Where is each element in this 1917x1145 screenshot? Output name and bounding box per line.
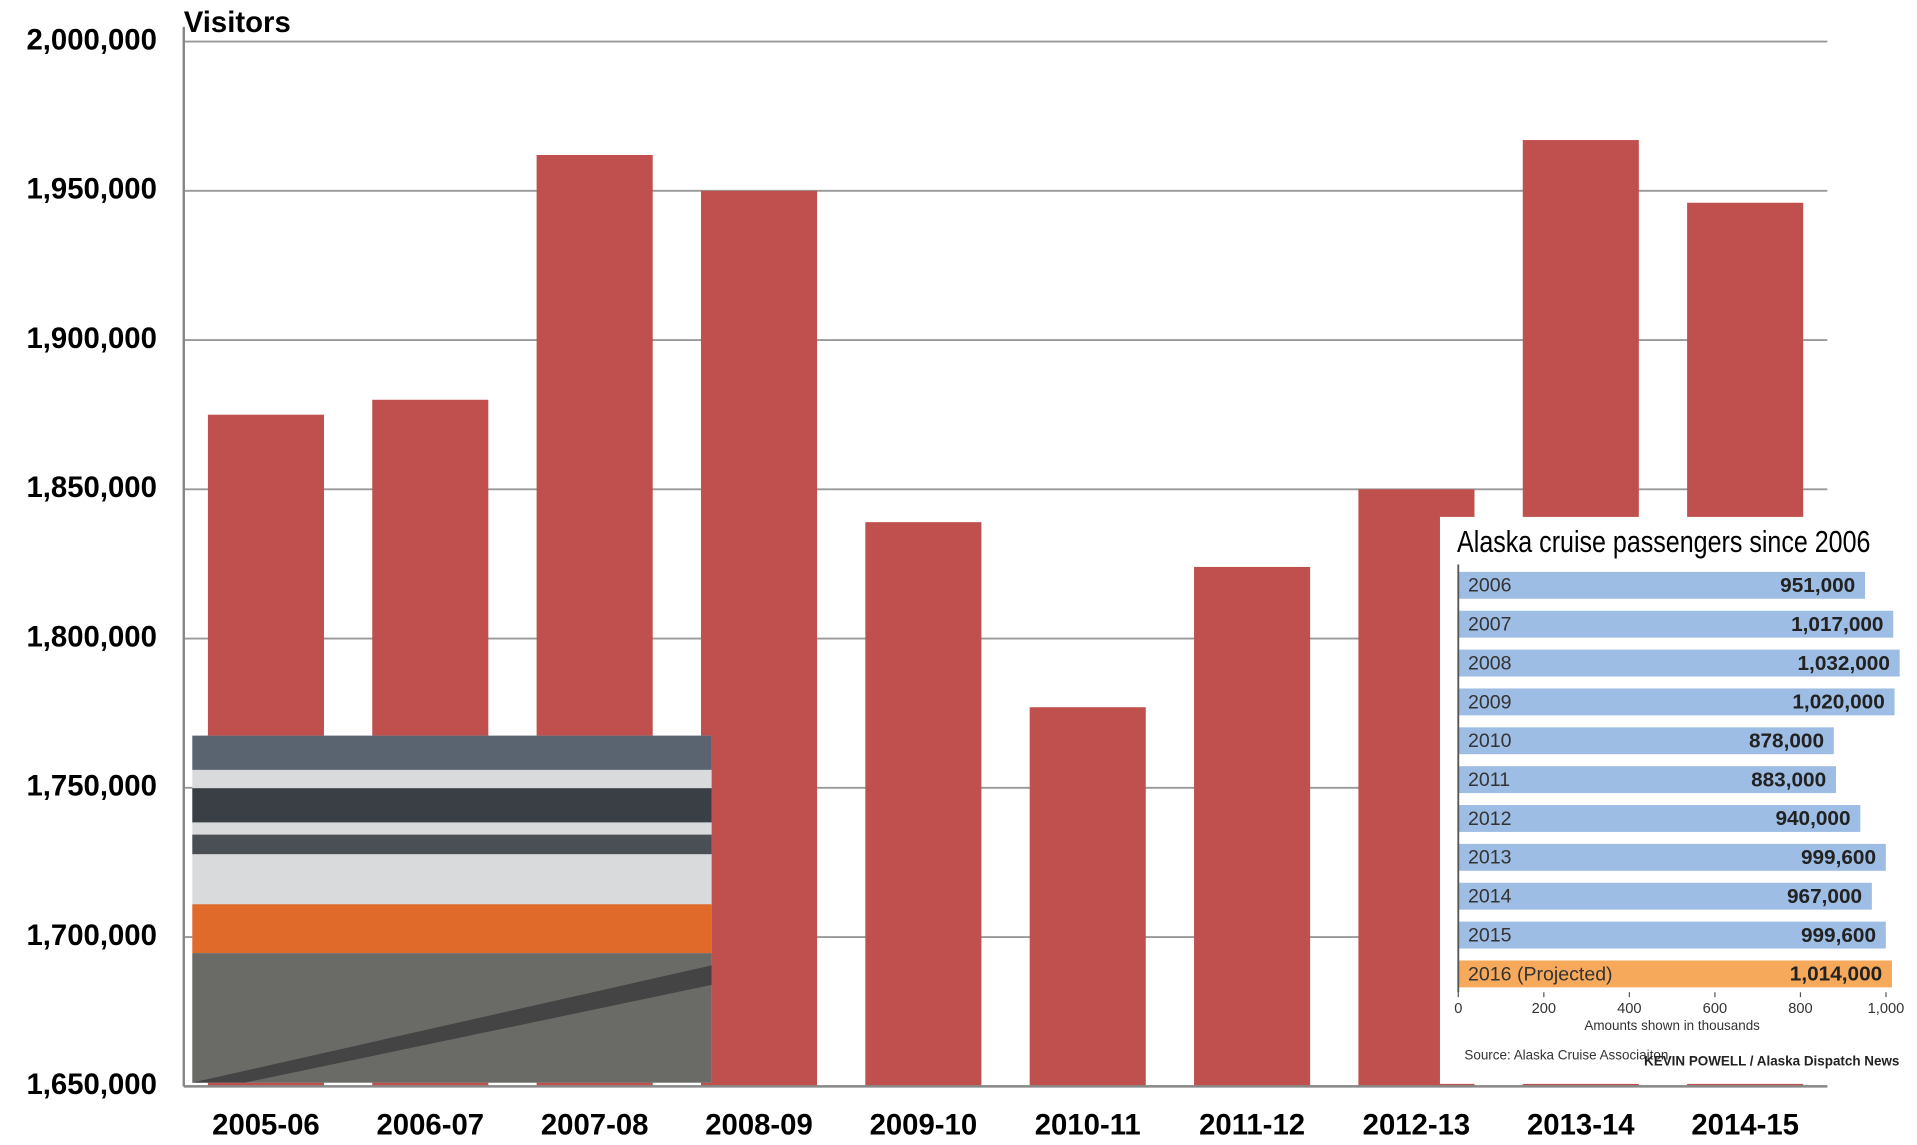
bar-category: 2007: [1468, 614, 1511, 636]
credit: KEVIN POWELL / Alaska Dispatch News: [1644, 1053, 1899, 1068]
photo: [192, 735, 712, 1083]
bar-category: 2012: [1468, 808, 1511, 830]
value-label: 999,600: [1801, 846, 1876, 869]
value-label: 1,032,000: [1798, 652, 1890, 675]
bar-category: 2015: [1468, 924, 1512, 946]
bar: [1458, 766, 1836, 794]
y-tick-label: 1,850,000: [26, 471, 156, 504]
x-tick-label: 2005-06: [212, 1108, 320, 1141]
y-tick-label: 1,950,000: [26, 173, 156, 206]
value-label: 967,000: [1787, 885, 1862, 908]
bar-category: 2010: [1468, 730, 1512, 752]
photo-windows: [192, 788, 712, 823]
value-label: 951,000: [1780, 574, 1855, 597]
photo-dock: [192, 953, 712, 1083]
bar: [1458, 649, 1900, 677]
chart-title: Visitors: [184, 6, 291, 39]
bar: [1458, 571, 1866, 599]
bar: [1458, 843, 1886, 871]
bar: [1458, 805, 1861, 832]
photo-deck: [192, 735, 712, 770]
bar: [1458, 610, 1894, 638]
bar: [1458, 960, 1892, 988]
bar: [1194, 566, 1311, 1087]
y-tick-label: 1,900,000: [26, 322, 156, 355]
bar: [865, 522, 982, 1087]
x-tick-label: 2014-15: [1691, 1108, 1799, 1141]
bar: [1458, 727, 1834, 755]
value-label: 940,000: [1775, 807, 1850, 830]
bar-category: 2013: [1468, 847, 1512, 869]
bar-category: 2009: [1468, 691, 1511, 713]
bar-category: 2011: [1468, 769, 1510, 791]
x-tick-label: 2007-08: [541, 1108, 649, 1141]
value-label: 1,020,000: [1792, 691, 1884, 714]
x-tick-label: 2012-13: [1363, 1108, 1471, 1141]
x-tick-label: 2009-10: [870, 1108, 978, 1141]
bar: [1029, 707, 1146, 1087]
bar: [1458, 882, 1872, 910]
x-tick-label: 1,000: [1868, 1001, 1905, 1017]
inset-chart: Alaska cruise passengers since 2006 2006 9…: [1439, 516, 1917, 1084]
x-tick-label: 2006-07: [377, 1108, 485, 1141]
bar: [700, 190, 818, 1087]
bar: [1458, 921, 1886, 949]
bar-category: 2006: [1468, 575, 1512, 597]
photo-windows: [192, 834, 712, 855]
bar-category: 2016 (Projected): [1468, 963, 1613, 985]
value-label: 1,014,000: [1790, 963, 1882, 986]
x-tick-label: 800: [1788, 1001, 1812, 1017]
photo-lifeboats: [192, 904, 712, 954]
x-tick-label: 2008-09: [705, 1108, 813, 1141]
x-tick-label: 2011-12: [1199, 1108, 1305, 1141]
value-label: 999,600: [1801, 924, 1876, 947]
y-tick-label: 2,000,000: [26, 23, 156, 56]
value-label: 883,000: [1751, 768, 1826, 791]
x-tick-label: 200: [1532, 1001, 1556, 1017]
y-tick-label: 1,750,000: [26, 770, 156, 803]
inset-title: Alaska cruise passengers since 2006: [1457, 525, 1870, 559]
x-axis-label: Amounts shown in thousands: [1584, 1018, 1760, 1033]
x-tick-label: 0: [1454, 1001, 1462, 1017]
y-tick-label: 1,650,000: [26, 1068, 156, 1101]
value-label: 1,017,000: [1791, 613, 1883, 636]
bar-category: 2008: [1468, 652, 1512, 674]
x-tick-label: 400: [1617, 1001, 1641, 1017]
y-tick-label: 1,700,000: [26, 919, 156, 952]
x-tick-label: 2010-11: [1035, 1108, 1141, 1141]
source: Source: Alaska Cruise Associaiton: [1464, 1047, 1668, 1062]
y-tick-label: 1,800,000: [26, 620, 156, 653]
bar: [1458, 688, 1895, 716]
value-label: 878,000: [1749, 729, 1824, 752]
x-tick-label: 2013-14: [1527, 1108, 1635, 1141]
x-tick-label: 600: [1703, 1001, 1727, 1017]
bar-category: 2014: [1468, 886, 1512, 908]
inset-bg: [1439, 516, 1917, 1084]
